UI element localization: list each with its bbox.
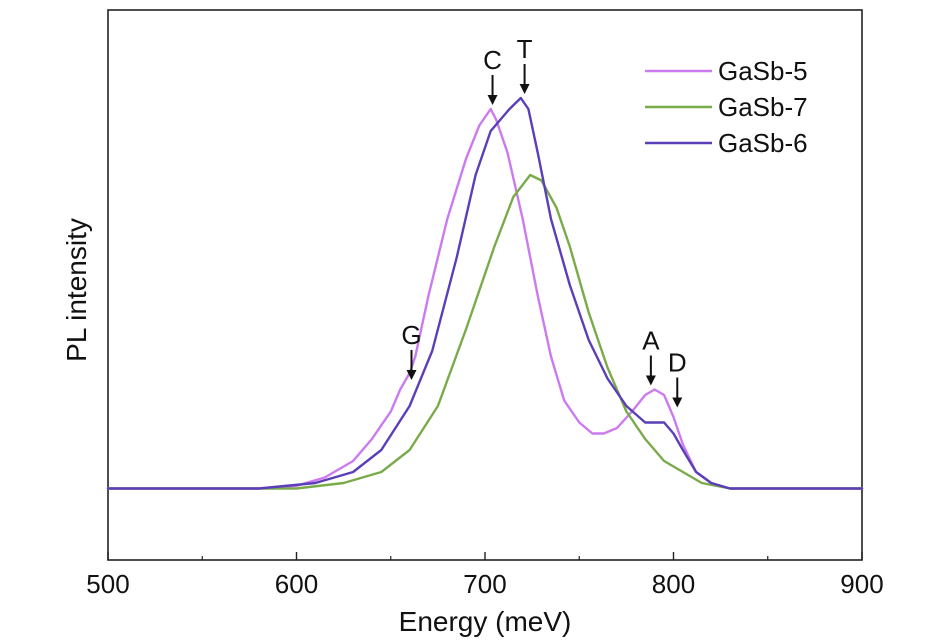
series-line-gasb-5 [106,107,864,490]
annotation-arrowhead-c [487,95,498,105]
annotation-label-a: A [642,326,660,356]
x-tick-label: 900 [840,569,883,599]
x-tick-label: 700 [463,569,506,599]
x-tick-label: 600 [275,569,318,599]
annotation-arrowhead-d [672,397,683,408]
x-axis-title: Energy (meV) [399,606,572,637]
y-axis-title: PL intensity [61,218,92,362]
x-axis-ticks: 500 600 700 800 900 [86,552,884,599]
annotation-arrowhead-t [519,84,530,94]
series-line-gasb-6 [106,96,864,490]
annotation-label-t: T [517,34,533,64]
annotation-label-c: C [483,45,502,75]
legend-label-gasb-6: GaSb-6 [718,128,808,158]
legend: GaSb-5 GaSb-7 GaSb-6 [645,56,808,158]
x-tick-label: 500 [86,569,129,599]
series-line-gasb-7 [106,173,864,490]
annotation-label-g: G [401,320,421,350]
peak-annotations: G C T AD [401,34,687,408]
x-tick-label: 800 [652,569,695,599]
series-layer [106,96,864,490]
legend-label-gasb-7: GaSb-7 [718,92,808,122]
annotation-arrowhead-g [406,370,417,380]
annotation-label-d: D [668,348,687,378]
annotation-arrowhead-a [645,375,656,386]
legend-label-gasb-5: GaSb-5 [718,56,808,86]
